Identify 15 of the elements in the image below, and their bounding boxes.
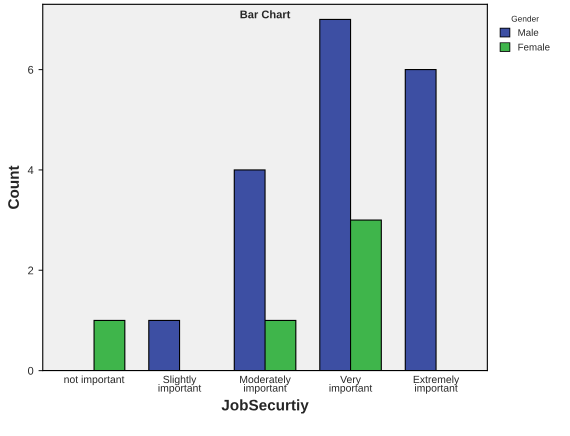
legend-label: Female (518, 43, 550, 51)
x-tick-label: not important (64, 375, 124, 386)
chart-title: Bar Chart (240, 10, 290, 18)
x-tick-label: Very important (330, 376, 372, 394)
y-tick-label: 6 (28, 66, 34, 74)
x-tick-label: Slightly important (158, 375, 202, 394)
legend-label: Male (518, 28, 538, 36)
y-tick-label: 0 (28, 366, 34, 375)
y-axis-title: Count (8, 166, 19, 209)
x-axis-title: JobSecurtiy (222, 399, 309, 414)
legend-title: Gender (512, 16, 539, 22)
y-tick-label: 4 (28, 166, 34, 174)
x-tick-label: Moderately important (240, 375, 291, 394)
y-tick-label: 2 (28, 266, 34, 274)
x-tick-label: Extremely important (414, 375, 460, 394)
